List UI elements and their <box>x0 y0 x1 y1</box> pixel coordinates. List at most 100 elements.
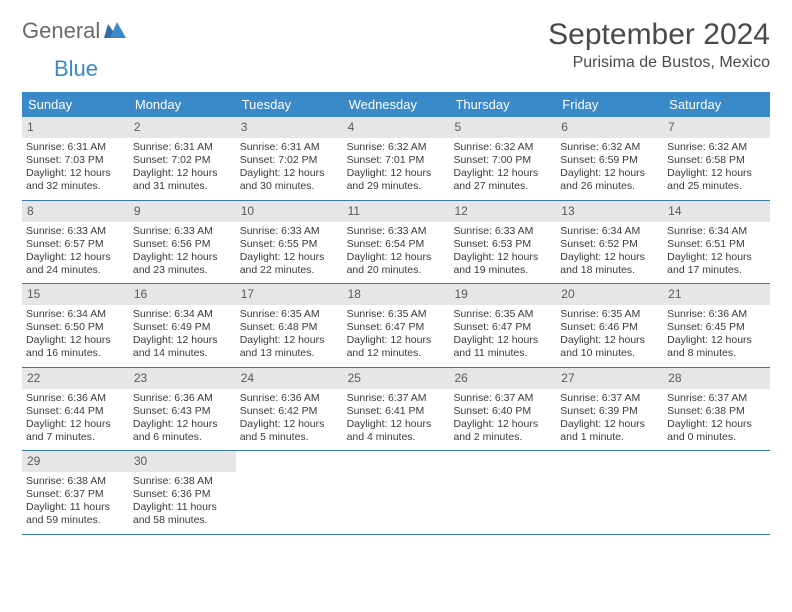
sunrise-text: Sunrise: 6:37 AM <box>347 392 446 405</box>
day2-text: and 31 minutes. <box>133 180 232 193</box>
day1-text: Daylight: 12 hours <box>347 334 446 347</box>
day-cell: 25Sunrise: 6:37 AMSunset: 6:41 PMDayligh… <box>343 368 450 451</box>
day1-text: Daylight: 12 hours <box>453 418 552 431</box>
day-number: 11 <box>343 201 450 222</box>
day-number: 9 <box>129 201 236 222</box>
day-cell: 22Sunrise: 6:36 AMSunset: 6:44 PMDayligh… <box>22 368 129 451</box>
sunset-text: Sunset: 6:52 PM <box>560 238 659 251</box>
sunrise-text: Sunrise: 6:31 AM <box>240 141 339 154</box>
day-cell: 17Sunrise: 6:35 AMSunset: 6:48 PMDayligh… <box>236 284 343 367</box>
sunset-text: Sunset: 6:59 PM <box>560 154 659 167</box>
day-cell: 4Sunrise: 6:32 AMSunset: 7:01 PMDaylight… <box>343 117 450 200</box>
day-cell: 11Sunrise: 6:33 AMSunset: 6:54 PMDayligh… <box>343 201 450 284</box>
day-header: Sunday <box>22 92 129 117</box>
brand-logo: General <box>22 18 128 44</box>
sunset-text: Sunset: 6:37 PM <box>26 488 125 501</box>
sunset-text: Sunset: 6:42 PM <box>240 405 339 418</box>
day-number: 19 <box>449 284 556 305</box>
day1-text: Daylight: 12 hours <box>347 418 446 431</box>
day-cell: 26Sunrise: 6:37 AMSunset: 6:40 PMDayligh… <box>449 368 556 451</box>
sunset-text: Sunset: 6:54 PM <box>347 238 446 251</box>
day-cell: 9Sunrise: 6:33 AMSunset: 6:56 PMDaylight… <box>129 201 236 284</box>
sunrise-text: Sunrise: 6:33 AM <box>347 225 446 238</box>
day2-text: and 10 minutes. <box>560 347 659 360</box>
logo-triangle-icon <box>104 18 126 44</box>
week-row: 1Sunrise: 6:31 AMSunset: 7:03 PMDaylight… <box>22 117 770 201</box>
sunset-text: Sunset: 6:40 PM <box>453 405 552 418</box>
day-number: 29 <box>22 451 129 472</box>
sunrise-text: Sunrise: 6:33 AM <box>453 225 552 238</box>
day-number: 30 <box>129 451 236 472</box>
sunset-text: Sunset: 6:58 PM <box>667 154 766 167</box>
day-cell: 10Sunrise: 6:33 AMSunset: 6:55 PMDayligh… <box>236 201 343 284</box>
day-cell: 28Sunrise: 6:37 AMSunset: 6:38 PMDayligh… <box>663 368 770 451</box>
day-number: 6 <box>556 117 663 138</box>
day-number: 2 <box>129 117 236 138</box>
day1-text: Daylight: 12 hours <box>347 167 446 180</box>
day-cell: 5Sunrise: 6:32 AMSunset: 7:00 PMDaylight… <box>449 117 556 200</box>
day2-text: and 32 minutes. <box>26 180 125 193</box>
day-number: 16 <box>129 284 236 305</box>
day-number: 14 <box>663 201 770 222</box>
day2-text: and 12 minutes. <box>347 347 446 360</box>
day1-text: Daylight: 11 hours <box>26 501 125 514</box>
day-cell: 15Sunrise: 6:34 AMSunset: 6:50 PMDayligh… <box>22 284 129 367</box>
sunrise-text: Sunrise: 6:31 AM <box>133 141 232 154</box>
day1-text: Daylight: 12 hours <box>667 334 766 347</box>
week-row: 29 Sunrise: 6:38 AM Sunset: 6:37 PMDayligh… <box>22 451 770 535</box>
sunrise-text: Sunrise: 6:35 AM <box>453 308 552 321</box>
day-number: 3 <box>236 117 343 138</box>
day2-text: and 1 minute. <box>560 431 659 444</box>
day-number: 13 <box>556 201 663 222</box>
day-number: 26 <box>449 368 556 389</box>
day-number: 21 <box>663 284 770 305</box>
week-row: 8Sunrise: 6:33 AMSunset: 6:57 PMDaylight… <box>22 201 770 285</box>
day1-text: Daylight: 12 hours <box>133 251 232 264</box>
sunset-text: Sunset: 6:39 PM <box>560 405 659 418</box>
sunrise-text: Sunrise: 6:35 AM <box>560 308 659 321</box>
title-block: September 2024 Purisima de Bustos, Mexic… <box>548 18 770 72</box>
day-header: Saturday <box>663 92 770 117</box>
day2-text: and 30 minutes. <box>240 180 339 193</box>
day1-text: Daylight: 12 hours <box>453 167 552 180</box>
day-cell <box>449 451 556 534</box>
day-cell <box>343 451 450 534</box>
day1-text: Daylight: 12 hours <box>453 334 552 347</box>
day1-text: Daylight: 12 hours <box>26 251 125 264</box>
month-title: September 2024 <box>548 18 770 52</box>
sunset-text: Sunset: 6:49 PM <box>133 321 232 334</box>
day2-text: and 2 minutes. <box>453 431 552 444</box>
day1-text: Daylight: 12 hours <box>240 334 339 347</box>
sunrise-text: Sunrise: 6:34 AM <box>667 225 766 238</box>
day-cell: 19 Sunrise: 6:35 AMSunset: 6:47 PMDayligh… <box>449 284 556 367</box>
day2-text: and 19 minutes. <box>453 264 552 277</box>
day-number: 1 <box>22 117 129 138</box>
day2-text: and 24 minutes. <box>26 264 125 277</box>
week-row: 15Sunrise: 6:34 AMSunset: 6:50 PMDayligh… <box>22 284 770 368</box>
day1-text: Daylight: 12 hours <box>560 334 659 347</box>
sunrise-text: Sunrise: 6:32 AM <box>560 141 659 154</box>
day-number: 10 <box>236 201 343 222</box>
day2-text: and 22 minutes. <box>240 264 339 277</box>
day-cell: 20Sunrise: 6:35 AMSunset: 6:46 PMDayligh… <box>556 284 663 367</box>
sunset-text: Sunset: 6:57 PM <box>26 238 125 251</box>
sunset-text: Sunset: 6:36 PM <box>133 488 232 501</box>
day-cell: 3 Sunrise: 6:31 AMSunset: 7:02 PMDaylight… <box>236 117 343 200</box>
sunrise-text: Sunrise: 6:34 AM <box>26 308 125 321</box>
sunrise-text: Sunrise: 6:35 AM <box>347 308 446 321</box>
sunrise-text: Sunrise: 6:38 AM <box>133 475 232 488</box>
sunrise-text: Sunrise: 6:32 AM <box>453 141 552 154</box>
day-cell: 16Sunrise: 6:34 AMSunset: 6:49 PMDayligh… <box>129 284 236 367</box>
day1-text: Daylight: 12 hours <box>667 167 766 180</box>
day1-text: Daylight: 12 hours <box>133 418 232 431</box>
day1-text: Daylight: 12 hours <box>667 251 766 264</box>
sunset-text: Sunset: 6:53 PM <box>453 238 552 251</box>
day-number: 5 <box>449 117 556 138</box>
sunrise-text: Sunrise: 6:37 AM <box>667 392 766 405</box>
sunrise-text: Sunrise: 6:33 AM <box>133 225 232 238</box>
day-number: 20 <box>556 284 663 305</box>
day1-text: Daylight: 12 hours <box>240 167 339 180</box>
sunset-text: Sunset: 6:47 PM <box>453 321 552 334</box>
sunset-text: Sunset: 7:02 PM <box>240 154 339 167</box>
day-cell: 6Sunrise: 6:32 AMSunset: 6:59 PMDaylight… <box>556 117 663 200</box>
